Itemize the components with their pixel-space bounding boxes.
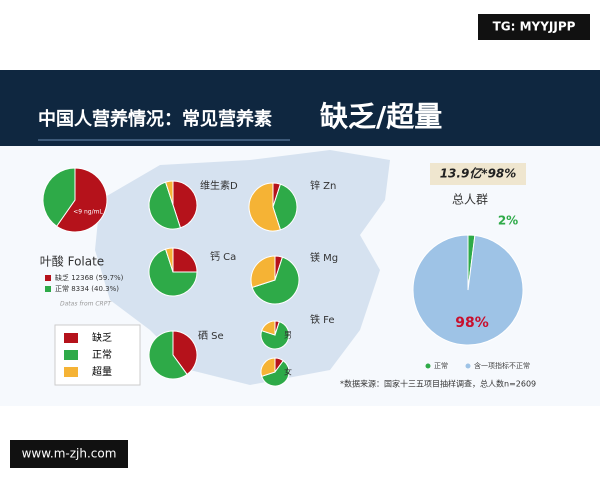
banner	[0, 70, 600, 146]
legend-label: 缺乏 12368 (59.7%)	[55, 273, 124, 282]
legend-swatch	[64, 367, 78, 377]
legend-label: 正常	[434, 361, 448, 370]
legend-label: 正常	[92, 348, 112, 361]
legend-swatch	[45, 286, 51, 292]
legend-label: 缺乏	[92, 331, 112, 344]
pie-slice	[55, 167, 108, 233]
value-label: 98%	[455, 315, 489, 331]
badge	[10, 440, 128, 468]
badge	[478, 14, 590, 40]
pie-title: 镁 Mg	[310, 251, 338, 264]
subtitle-box	[430, 163, 526, 185]
pie-title: 锌 Zn	[310, 179, 336, 192]
pie-slice	[261, 359, 290, 387]
pie-title: 硒 Se	[198, 330, 224, 342]
pie-slice	[250, 255, 276, 289]
pie-slice	[148, 330, 188, 380]
legend-label: 含一项指标不正常	[474, 361, 530, 370]
pie-title: 男	[284, 331, 292, 340]
source-note: Datas from CRPT	[60, 301, 112, 308]
pie-slice	[248, 182, 282, 232]
legend-swatch	[64, 350, 78, 360]
title: 中国人营养情况：常见营养素	[38, 108, 272, 130]
subtitle: 13.9亿*98%	[440, 167, 517, 181]
note: *数据来源：国家十三五项目抽样调查，总人数n=2609	[340, 379, 536, 389]
value-label: 2%	[498, 214, 518, 228]
pie-slice	[251, 256, 300, 305]
pie-slice	[412, 234, 524, 346]
pie-title: 女	[284, 367, 292, 377]
legend-swatch	[64, 333, 78, 343]
pie-title: 叶酸 Folate	[40, 254, 104, 269]
pie-title: 维生素D	[200, 179, 238, 192]
pie-slice	[42, 167, 76, 227]
legend-dot	[465, 363, 471, 369]
inner-label: <9 ng/mL	[73, 209, 103, 216]
pie-slice	[172, 247, 198, 273]
pie-slice	[164, 247, 174, 273]
pie-slice	[272, 183, 298, 231]
legend-swatch	[45, 275, 51, 281]
group-label: 铁 Fe	[310, 313, 335, 326]
title-highlight: 缺乏/超量	[320, 100, 442, 133]
pie-slice	[172, 180, 198, 229]
legend-label: 超量	[92, 365, 112, 378]
pie-title: 钙 Ca	[210, 250, 236, 263]
legend-label: 正常 8334 (40.3%)	[55, 284, 119, 293]
pie-title: 总人群	[452, 193, 488, 207]
pie-slice	[260, 357, 276, 377]
badge-text: TG: MYYJJPP	[493, 20, 576, 34]
badge-text: www.m-zjh.com	[22, 447, 117, 461]
legend-dot	[425, 363, 431, 369]
pie-slice	[164, 180, 174, 206]
pie-slice	[148, 181, 182, 230]
pie-slice	[261, 320, 276, 336]
pie-slice	[172, 330, 198, 376]
pie-slice	[148, 248, 198, 297]
